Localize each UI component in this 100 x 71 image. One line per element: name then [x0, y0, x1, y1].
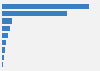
- Bar: [2, 40, 6, 45]
- Bar: [2, 47, 5, 53]
- Bar: [2, 55, 4, 60]
- Bar: [2, 33, 8, 38]
- Bar: [2, 26, 10, 31]
- Bar: [2, 11, 68, 16]
- Bar: [2, 18, 12, 24]
- Bar: [2, 4, 89, 9]
- Bar: [2, 62, 3, 67]
